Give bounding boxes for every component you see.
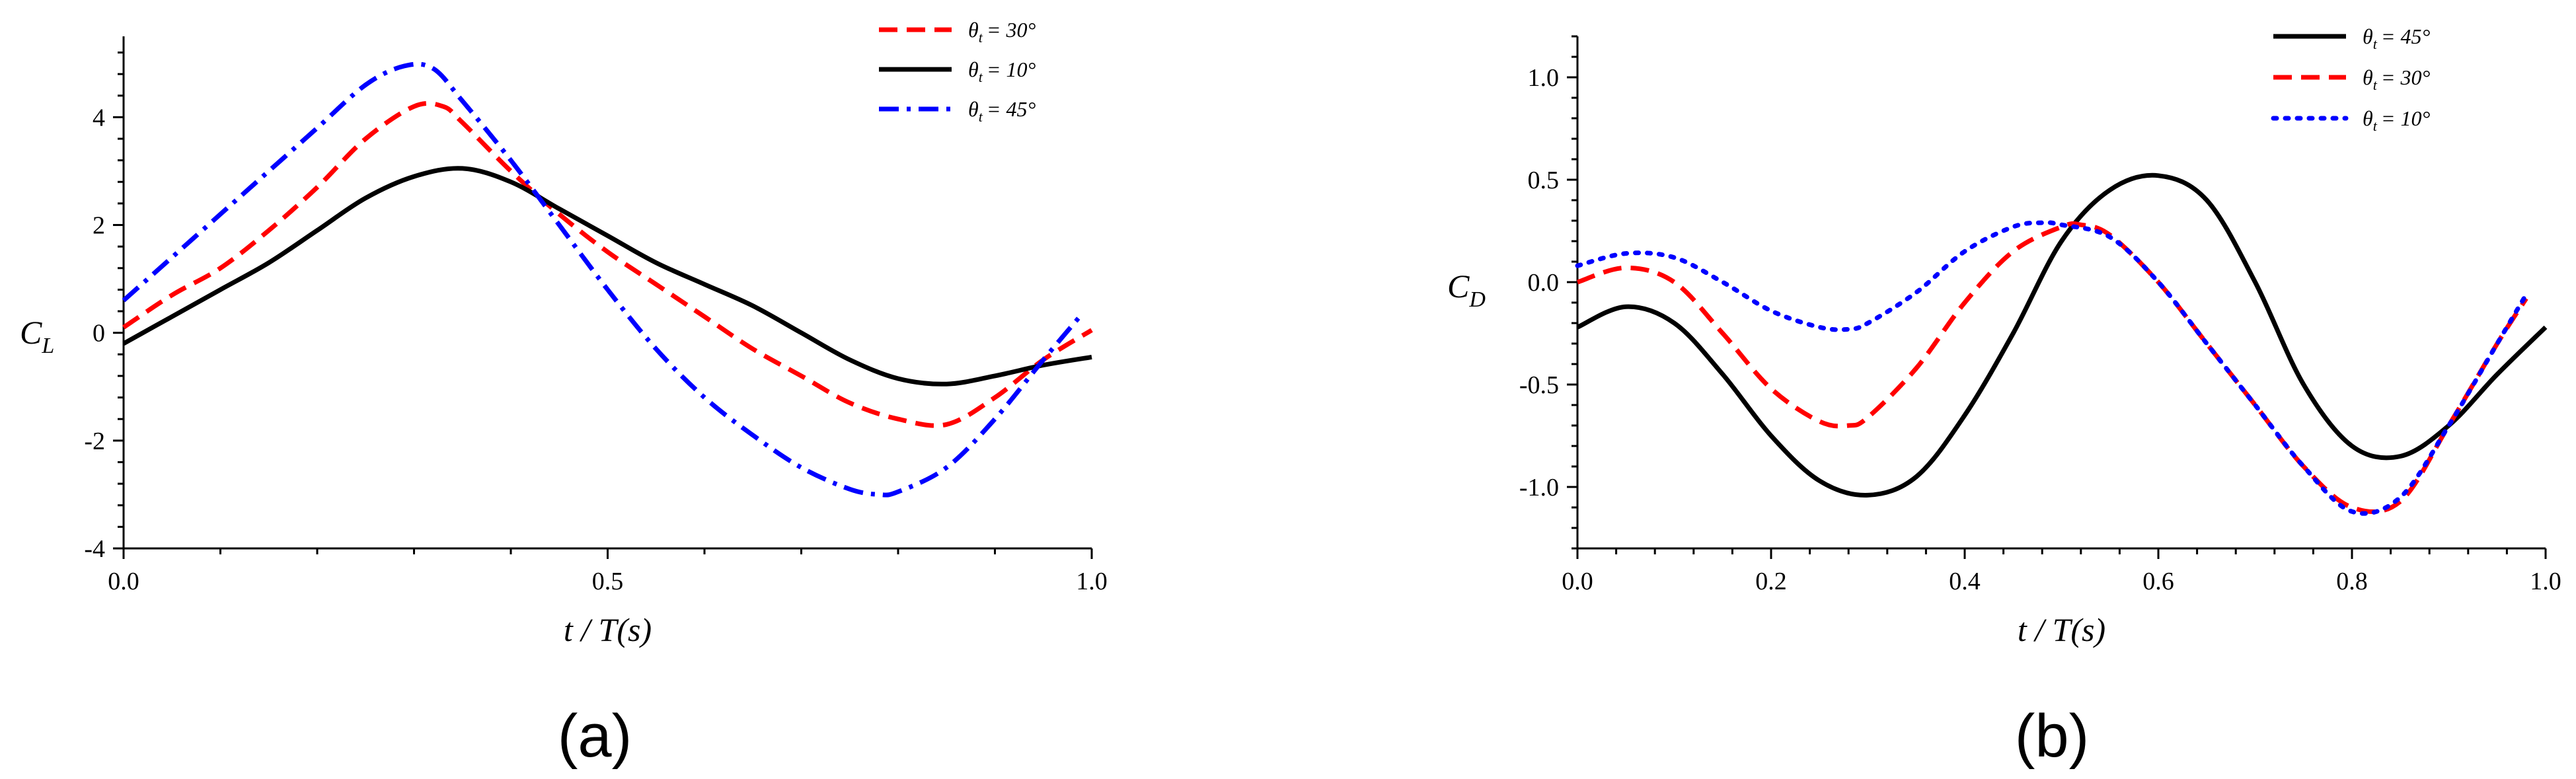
x-tick-label: 0.0	[108, 568, 139, 595]
x-tick-label: 0.5	[592, 568, 624, 595]
x-axis-title: t / T(s)	[564, 611, 652, 648]
x-tick-label: 0.4	[1949, 568, 1981, 595]
y-tick-label: -4	[84, 535, 105, 563]
y-tick-label: 0.0	[1528, 269, 1560, 297]
legend-item: θt = 30°	[879, 18, 1036, 46]
legend-label: θt = 10°	[2363, 106, 2430, 134]
series-line-1	[122, 100, 1093, 428]
chart-panel-a: 0.0 0.5 1.0 -4 -2 0 2 4 t / T(s) CL θt = 30° θt = 10°…	[20, 18, 1108, 770]
y-tick-label: 4	[93, 104, 105, 131]
legend-label: θt = 10°	[968, 57, 1036, 85]
y-tick-label: -0.5	[1519, 371, 1559, 399]
legend-label: θt = 30°	[2363, 65, 2430, 93]
y-axis-title: CL	[20, 314, 54, 358]
x-tick-label: 0.8	[2336, 568, 2368, 595]
y-tick-label: 0	[93, 320, 105, 348]
series-line-1	[1576, 172, 2548, 498]
x-tick-label: 0.2	[1755, 568, 1787, 595]
y-axis-title: CD	[1447, 268, 1486, 312]
legend-item: θt = 10°	[879, 57, 1036, 85]
y-tick-label: -2	[84, 427, 105, 455]
panel-label: (b)	[2015, 702, 2089, 770]
legend-label: θt = 45°	[968, 97, 1036, 125]
series-line-3	[122, 61, 1084, 498]
x-axis-title: t / T(s)	[2018, 611, 2105, 648]
y-tick-label: 2	[93, 212, 105, 240]
legend-item: θt = 45°	[2273, 24, 2430, 52]
y-tick-label: 0.5	[1528, 167, 1560, 194]
legend-label: θt = 45°	[2363, 24, 2430, 52]
chart-panel-b: 0.0 0.2 0.4 0.6 0.8 1.0 -1.0 -0.5 0.0 0.5 1.0 t / T…	[1447, 24, 2561, 770]
x-tick-label: 0.0	[1562, 568, 1593, 595]
x-tick-label: 1.0	[2530, 568, 2561, 595]
legend-item: θt = 45°	[879, 97, 1036, 125]
x-tick-label: 1.0	[1076, 568, 1108, 595]
x-tick-label: 0.6	[2142, 568, 2174, 595]
y-tick-label: 1.0	[1528, 64, 1560, 92]
series-line-3	[1575, 220, 2529, 516]
y-tick-label: -1.0	[1519, 474, 1559, 501]
legend-item: θt = 10°	[2271, 106, 2430, 134]
legend-label: θt = 30°	[968, 18, 1036, 46]
series-line-2	[122, 166, 1092, 387]
panel-label: (a)	[558, 702, 632, 770]
legend-item: θt = 30°	[2273, 65, 2430, 93]
